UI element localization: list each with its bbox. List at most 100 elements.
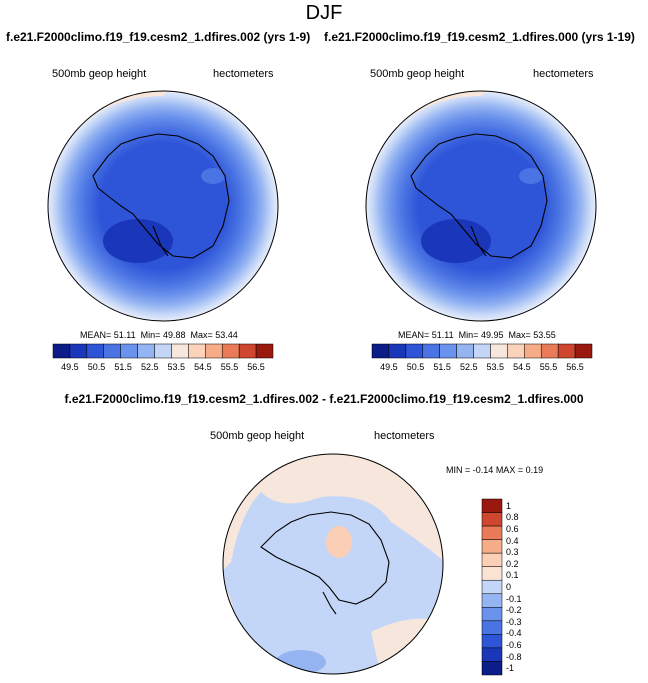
panel2-max-label: Max=	[508, 330, 531, 340]
panel2-colorbar-ticks: 49.5 50.5 51.5 52.5 53.5 54.5 55.5 56.5	[372, 362, 592, 374]
colorbar-swatch	[439, 343, 457, 359]
colorbar-swatch	[557, 343, 576, 359]
colorbar-swatch	[481, 647, 503, 662]
colorbar-swatch	[405, 343, 424, 359]
colorbar-swatch	[481, 620, 503, 635]
colorbar-tick-label: 0.2	[506, 558, 519, 569]
colorbar-swatch	[481, 539, 503, 554]
panel2-antarctica-outline	[410, 133, 548, 259]
colorbar-tick-label: 0.1	[506, 570, 519, 581]
figure-title: DJF	[305, 2, 343, 24]
colorbar-swatch	[205, 343, 223, 359]
colorbar-swatch	[52, 343, 71, 359]
colorbar-swatch	[388, 343, 407, 359]
panel1-mean-label: MEAN=	[80, 330, 112, 340]
colorbar-swatch	[154, 343, 172, 359]
panel2-mean-label: MEAN=	[398, 330, 430, 340]
colorbar-swatch	[507, 343, 525, 359]
colorbar-tick-label: -0.4	[506, 628, 522, 639]
colorbar-tick-label: 0	[506, 582, 512, 592]
colorbar-swatch	[481, 661, 503, 676]
panel2-low-center	[421, 219, 491, 263]
colorbar-tick-label: -0.2	[506, 605, 522, 616]
panel3-min-label: MIN =	[446, 465, 471, 475]
colorbar-swatch	[524, 343, 542, 359]
panel2-run-title: f.e21.F2000climo.f19_f19.cesm2_1.dfires.…	[324, 30, 635, 44]
panel1-field-label: 500mb geop height	[52, 68, 147, 80]
colorbar-tick-label: 49.5	[380, 362, 398, 372]
diff-title: f.e21.F2000climo.f19_f19.cesm2_1.dfires.…	[64, 392, 584, 406]
colorbar-tick-label: 55.5	[539, 362, 558, 372]
panel1-units-label: hectometers	[213, 68, 274, 80]
colorbar-tick-label: 0.3	[506, 547, 519, 558]
colorbar-swatch	[238, 343, 257, 359]
panel3-units-label: hectometers	[374, 430, 435, 442]
panel1-map	[47, 90, 279, 322]
colorbar-swatch	[103, 343, 121, 359]
colorbar-tick-label: -0.1	[506, 593, 522, 604]
colorbar-swatch	[371, 343, 390, 359]
colorbar-swatch	[137, 343, 155, 359]
panel3-map	[222, 453, 444, 675]
panel2-field-label: 500mb geop height	[370, 68, 465, 80]
colorbar-swatch	[481, 525, 503, 540]
colorbar-tick-label: 53.5	[167, 362, 186, 372]
colorbar-tick-label: 56.5	[566, 362, 584, 372]
panel2-map	[365, 90, 597, 322]
colorbar-swatch	[188, 343, 206, 359]
panel3-field-label: 500mb geop height	[210, 430, 305, 442]
panel2-min-label: Min=	[458, 330, 479, 340]
colorbar-tick-label: -0.6	[506, 640, 522, 651]
colorbar-tick-label: 50.5	[406, 362, 425, 372]
colorbar-swatch	[221, 343, 240, 359]
colorbar-swatch	[422, 343, 440, 359]
colorbar-swatch	[490, 343, 508, 359]
panel3-colorbar-ticks: 1 0.8 0.6 0.4 0.3 0.2 0.1 0 -0.1 -0.2 -0.3 -0.4 -0.6…	[506, 499, 536, 675]
panel1-colorbar	[52, 343, 274, 359]
colorbar-tick-label: -0.3	[506, 616, 522, 627]
colorbar-tick-label: 51.5	[433, 362, 451, 372]
colorbar-tick-label: 0.8	[506, 512, 519, 523]
colorbar-tick-label: 51.5	[114, 362, 132, 372]
colorbar-swatch	[481, 634, 503, 649]
panel2-units-label: hectometers	[533, 68, 594, 80]
panel1-run-title: f.e21.F2000climo.f19_f19.cesm2_1.dfires.…	[6, 30, 311, 44]
colorbar-tick-label: 49.5	[61, 362, 79, 372]
colorbar-tick-label: 53.5	[486, 362, 505, 372]
panel3-max-label: MAX =	[495, 465, 524, 475]
panel3-min-value: -0.14	[472, 465, 494, 475]
colorbar-tick-label: 52.5	[459, 362, 478, 372]
panel3-antarctica-outline	[260, 511, 390, 615]
panel2-max-value: 53.55	[533, 330, 556, 340]
panel1-colorbar-ticks: 49.5 50.5 51.5 52.5 53.5 54.5 55.5 56.5	[53, 362, 273, 374]
colorbar-tick-label: -1	[506, 663, 515, 674]
colorbar-swatch	[540, 343, 559, 359]
panel3-stats: MIN = -0.14 MAX = 0.19	[446, 465, 543, 475]
colorbar-swatch	[120, 343, 138, 359]
panel1-antarctica-outline	[92, 133, 230, 259]
colorbar-swatch	[456, 343, 474, 359]
colorbar-swatch	[481, 498, 503, 513]
colorbar-tick-label: 0.4	[506, 535, 519, 546]
colorbar-tick-label: 55.5	[220, 362, 239, 372]
panel2-stats: MEAN= 51.11 Min= 49.95 Max= 53.55	[398, 330, 556, 340]
panel1-stats: MEAN= 51.11 Min= 49.88 Max= 53.44	[80, 330, 238, 340]
panel1-min-label: Min=	[140, 330, 161, 340]
colorbar-tick-label: 0.6	[506, 523, 519, 534]
panel3-positive-region	[223, 454, 443, 572]
colorbar-swatch	[481, 579, 503, 595]
colorbar-swatch	[69, 343, 88, 359]
colorbar-swatch	[473, 343, 491, 359]
colorbar-tick-label: -0.8	[506, 651, 522, 662]
colorbar-tick-label: 52.5	[140, 362, 159, 372]
colorbar-swatch	[171, 343, 189, 359]
panel2-min-value: 49.95	[480, 330, 504, 340]
colorbar-swatch	[481, 593, 503, 608]
panel3-colorbar	[481, 498, 503, 676]
colorbar-swatch	[481, 607, 503, 622]
panel2-mean-value: 51.11	[431, 330, 454, 340]
colorbar-tick-label: 56.5	[247, 362, 265, 372]
colorbar-tick-label: 1	[506, 500, 512, 511]
colorbar-swatch	[574, 343, 593, 359]
colorbar-swatch	[481, 552, 503, 567]
